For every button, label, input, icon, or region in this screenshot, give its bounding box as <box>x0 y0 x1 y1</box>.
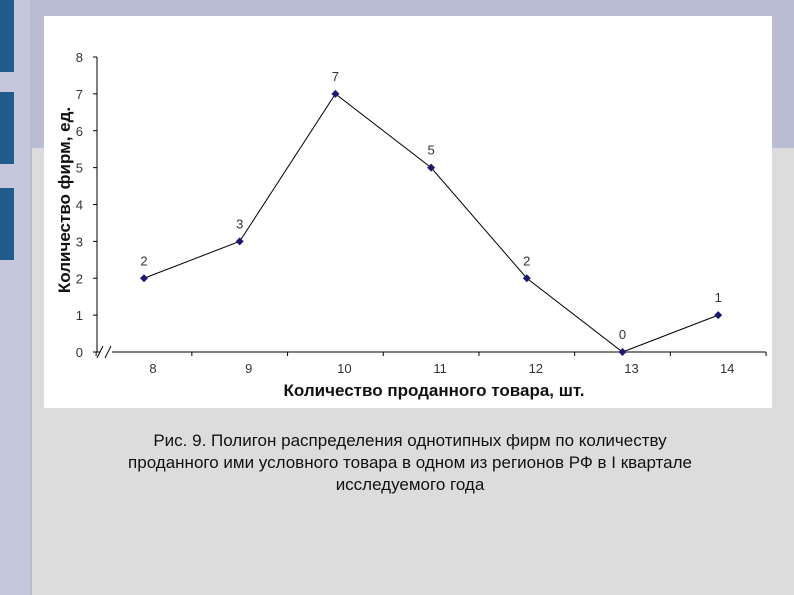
x-tick-label: 12 <box>529 361 543 376</box>
data-point-marker <box>140 274 148 283</box>
data-labels: 2 3 7 5 2 0 1 <box>140 69 721 342</box>
data-label: 7 <box>332 69 339 84</box>
x-axis-title: Количество проданного товара, шт. <box>284 381 585 400</box>
axes <box>93 56 767 359</box>
data-label: 3 <box>236 216 243 231</box>
y-tick-label: 2 <box>76 271 83 286</box>
y-tick-label: 6 <box>76 124 83 139</box>
data-point-marker <box>427 163 436 172</box>
y-tick-label: 0 <box>76 345 83 360</box>
y-tick-label: 1 <box>76 308 83 323</box>
x-tick-label: 11 <box>433 361 447 376</box>
axis-break-mark <box>96 345 104 359</box>
decorative-block <box>0 0 14 72</box>
caption-line-3: исследуемого года <box>335 475 485 494</box>
data-point-marker <box>618 348 627 356</box>
x-tick-label: 14 <box>720 361 734 376</box>
y-tick-label: 7 <box>76 87 83 102</box>
data-label: 5 <box>427 143 434 158</box>
data-point-marker <box>331 89 340 98</box>
series-line <box>143 93 719 353</box>
y-axis-title: Количество фирм, ед. <box>55 107 74 293</box>
axis-break-mark <box>104 345 112 359</box>
figure-caption: Рис. 9. Полигон распределения однотипных… <box>60 430 760 496</box>
x-tick-label: 10 <box>337 361 351 376</box>
data-point-marker <box>235 237 244 246</box>
data-label: 2 <box>140 253 147 268</box>
x-tick-label: 9 <box>245 361 252 376</box>
y-tick-label: 4 <box>76 198 83 213</box>
data-point-marker <box>714 311 723 320</box>
x-tick-label: 13 <box>624 361 638 376</box>
decorative-block <box>0 188 14 260</box>
data-label: 0 <box>619 327 626 342</box>
data-point-marker <box>522 274 531 283</box>
data-label: 1 <box>715 290 722 305</box>
caption-line-2: проданного ими условного товара в одном … <box>128 453 692 472</box>
caption-line-1: Рис. 9. Полигон распределения однотипных… <box>153 431 667 450</box>
y-tick-label: 8 <box>76 50 83 65</box>
markers <box>140 89 723 356</box>
x-tick-label: 8 <box>149 361 156 376</box>
y-tick-label: 3 <box>76 234 83 249</box>
chart-area <box>44 16 772 408</box>
data-label: 2 <box>523 253 530 268</box>
y-tick-label: 5 <box>76 161 83 176</box>
decorative-block <box>0 92 14 164</box>
